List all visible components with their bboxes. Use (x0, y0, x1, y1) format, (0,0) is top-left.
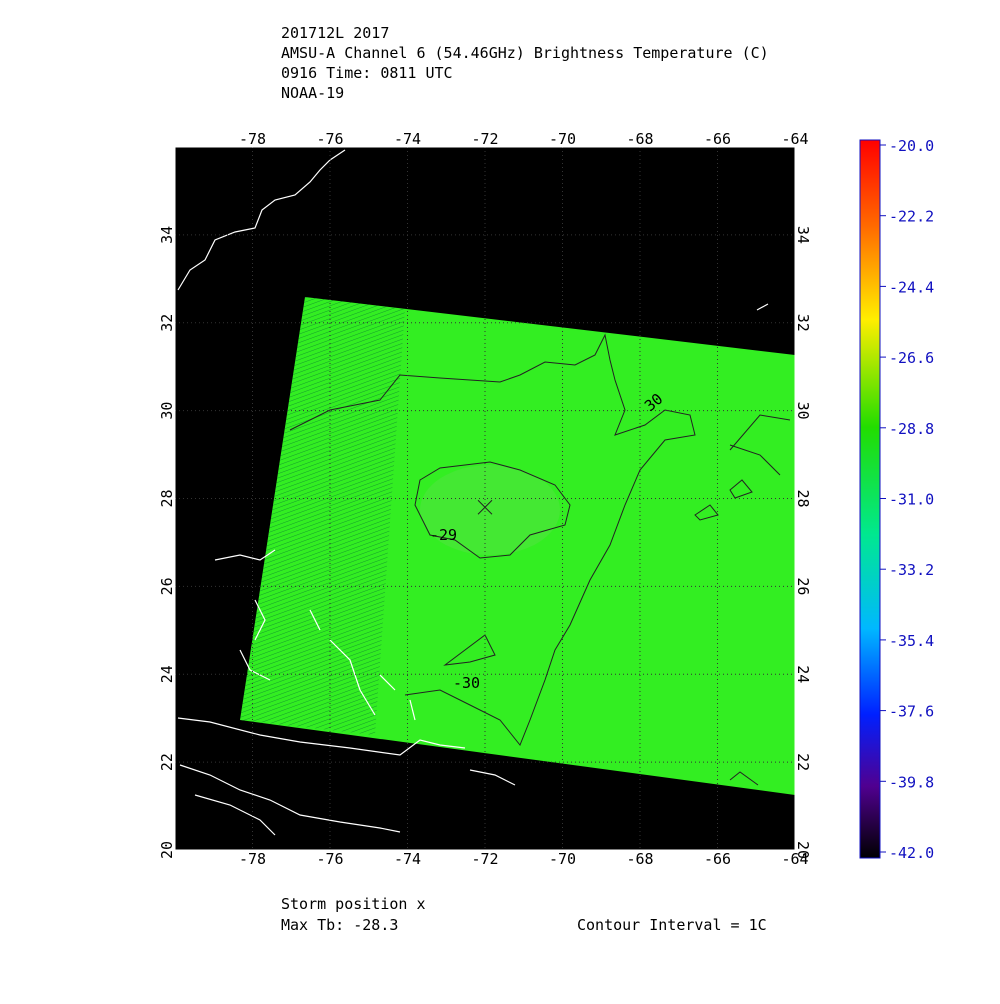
colorbar-label: -33.2 (889, 561, 934, 579)
lon-label-top: -68 (626, 130, 653, 148)
colorbar-label: -31.0 (889, 491, 934, 509)
colorbar-ticks: -20.0 -22.2 -24.4 -26.6 -28.8 -31.0 -33.2 -35.4… (880, 137, 934, 862)
lon-label-top: -72 (471, 130, 498, 148)
lon-label-top: -66 (704, 130, 731, 148)
contour-label: -29 (430, 526, 457, 544)
colorbar-label: -35.4 (889, 632, 934, 650)
lat-label-right: 20 (794, 841, 812, 859)
colorbar-label: -22.2 (889, 208, 934, 226)
colorbar-label: -28.8 (889, 420, 934, 438)
lat-label-left: 20 (158, 841, 176, 859)
footer-maxtb: Max Tb: -28.3 (281, 916, 398, 934)
lon-label-top: -76 (316, 130, 343, 148)
warm-core (420, 465, 560, 555)
lat-label-left: 34 (158, 226, 176, 244)
lat-label-right: 30 (794, 402, 812, 420)
lat-label-left: 24 (158, 665, 176, 683)
lon-label-bottom: -72 (471, 850, 498, 868)
lon-label-bottom: -76 (316, 850, 343, 868)
lat-label-left: 30 (158, 402, 176, 420)
lon-label-bottom: -66 (704, 850, 731, 868)
lat-label-left: 26 (158, 577, 176, 595)
lon-label-top: -70 (549, 130, 576, 148)
header-line: 201712L 2017 (281, 24, 389, 42)
map-frame (174, 146, 796, 851)
colorbar-label: -24.4 (889, 278, 934, 296)
lat-label-right: 22 (794, 753, 812, 771)
lon-label-bottom: -74 (394, 850, 421, 868)
contours (289, 333, 791, 786)
header-line: AMSU-A Channel 6 (54.46GHz) Brightness T… (281, 44, 769, 62)
header: 201712L 2017 AMSU-A Channel 6 (54.46GHz) … (281, 24, 769, 102)
header-line: 0916 Time: 0811 UTC (281, 64, 453, 82)
lon-label-top: -78 (239, 130, 266, 148)
lon-label-bottom: -78 (239, 850, 266, 868)
lon-label-bottom: -70 (549, 850, 576, 868)
lat-label-left: 28 (158, 489, 176, 507)
lat-label-right: 24 (794, 665, 812, 683)
colorbar-label: -42.0 (889, 844, 934, 862)
lon-label-top: -64 (781, 130, 808, 148)
lat-label-right: 28 (794, 489, 812, 507)
colorbar-label: -20.0 (889, 137, 934, 155)
colorbar-label: -37.6 (889, 703, 934, 721)
storm-position (477, 499, 493, 515)
lon-label-bottom: -68 (626, 850, 653, 868)
contour-label: -30 (453, 674, 480, 692)
lat-label-left: 32 (158, 314, 176, 332)
colorbar-label: -39.8 (889, 773, 934, 791)
lon-label-bottom: -64 (781, 850, 808, 868)
colorbar-label: -26.6 (889, 349, 934, 367)
coastlines (177, 149, 769, 836)
footer-contour: Contour Interval = 1C (577, 916, 767, 934)
footer-storm: Storm position x (281, 895, 426, 913)
lon-label-top: -74 (394, 130, 421, 148)
lat-label-right: 26 (794, 577, 812, 595)
swath-edge (240, 297, 405, 735)
lat-label-right: 32 (794, 314, 812, 332)
header-line: NOAA-19 (281, 84, 344, 102)
colorbar (859, 139, 881, 859)
lat-label-left: 22 (158, 753, 176, 771)
lat-label-right: 34 (794, 226, 812, 244)
